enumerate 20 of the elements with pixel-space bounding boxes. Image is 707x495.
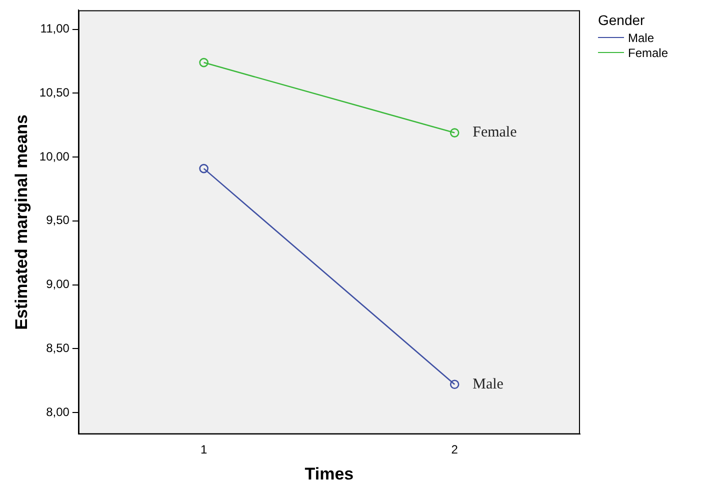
x-tick-label: 1: [200, 442, 208, 457]
point: [450, 380, 460, 390]
y-tick-label: 10,50: [39, 86, 70, 100]
y-tick-label: 8,50: [46, 340, 70, 355]
y-tick-label: 8,00: [46, 404, 70, 419]
y-axis-title: Estimated marginal means: [12, 114, 31, 330]
x-tick-label: 2: [451, 442, 458, 457]
point: [199, 164, 208, 174]
legend-label: Female: [628, 46, 668, 60]
point: [199, 58, 208, 68]
y-tick-label: 10,00: [39, 149, 70, 164]
x-axis-title: Times: [304, 464, 354, 484]
text: Male: [472, 376, 504, 392]
point: [450, 128, 460, 138]
legend-title: Gender: [598, 12, 646, 28]
y-tick-label: 9,50: [46, 213, 70, 228]
y-tick-label: 9,00: [46, 277, 70, 292]
legend-label: Male: [628, 30, 654, 44]
y-tick-label: 11,00: [40, 22, 70, 36]
text: Female: [472, 124, 517, 141]
